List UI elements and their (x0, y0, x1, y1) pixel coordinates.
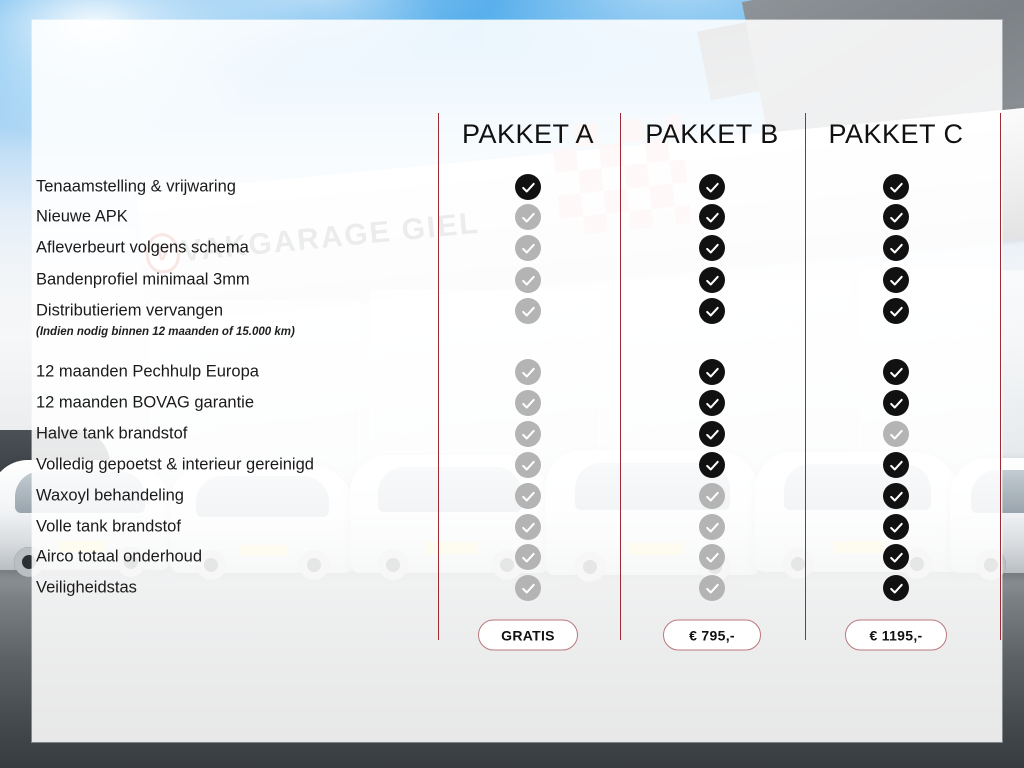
check-b-excluded (699, 514, 725, 540)
check-a-excluded (515, 298, 541, 324)
price-pill-b[interactable]: € 795,- (663, 619, 761, 651)
column-divider-3 (805, 113, 807, 640)
check-b-included (699, 235, 725, 261)
feature-label: Airco totaal onderhoud (36, 547, 203, 566)
check-b-excluded (699, 483, 725, 509)
check-b-included (699, 359, 725, 385)
feature-label: Distributieriem vervangen (36, 301, 224, 320)
check-b-included (699, 390, 725, 416)
feature-label: 12 maanden BOVAG garantie (36, 393, 254, 412)
check-c-included (883, 298, 909, 324)
feature-label: Volledig gepoetst & interieur gereinigd (36, 455, 314, 474)
check-c-included (883, 390, 909, 416)
check-b-excluded (699, 575, 725, 601)
check-a-included (515, 174, 541, 200)
feature-label: Waxoyl behandeling (36, 486, 184, 505)
check-b-excluded (699, 544, 725, 570)
check-b-included (699, 267, 725, 293)
check-a-excluded (515, 267, 541, 293)
check-a-excluded (515, 390, 541, 416)
feature-label: Volle tank brandstof (36, 517, 181, 536)
check-a-excluded (515, 235, 541, 261)
check-c-excluded (883, 421, 909, 447)
column-divider-4 (1000, 113, 1002, 640)
check-c-included (883, 514, 909, 540)
feature-label: Nieuwe APK (36, 207, 128, 226)
check-a-excluded (515, 204, 541, 230)
column-header-b: PAKKET B (645, 119, 779, 149)
column-divider-2 (620, 113, 622, 640)
column-divider-1 (438, 113, 440, 640)
feature-label: Veiligheidstas (36, 578, 137, 597)
check-a-excluded (515, 452, 541, 478)
check-c-included (883, 235, 909, 261)
feature-label: 12 maanden Pechhulp Europa (36, 362, 259, 381)
check-b-included (699, 204, 725, 230)
check-a-excluded (515, 544, 541, 570)
check-b-included (699, 174, 725, 200)
check-a-excluded (515, 421, 541, 447)
column-header-c: PAKKET C (828, 119, 964, 149)
feature-label: Afleverbeurt volgens schema (36, 238, 249, 257)
check-b-included (699, 452, 725, 478)
feature-label: Bandenprofiel minimaal 3mm (36, 270, 250, 289)
check-c-included (883, 452, 909, 478)
check-c-included (883, 267, 909, 293)
check-a-excluded (515, 514, 541, 540)
check-c-included (883, 359, 909, 385)
feature-note: (Indien nodig binnen 12 maanden of 15.00… (36, 326, 295, 338)
feature-label: Tenaamstelling & vrijwaring (36, 177, 236, 196)
price-pill-a[interactable]: GRATIS (478, 619, 578, 651)
check-c-included (883, 483, 909, 509)
price-pill-c[interactable]: € 1195,- (845, 619, 947, 651)
check-a-excluded (515, 575, 541, 601)
column-header-a: PAKKET A (461, 119, 595, 149)
check-c-included (883, 575, 909, 601)
feature-label: Halve tank brandstof (36, 424, 188, 443)
check-b-included (699, 421, 725, 447)
check-c-included (883, 204, 909, 230)
check-a-excluded (515, 359, 541, 385)
check-c-included (883, 544, 909, 570)
check-c-included (883, 174, 909, 200)
check-a-excluded (515, 483, 541, 509)
check-b-included (699, 298, 725, 324)
